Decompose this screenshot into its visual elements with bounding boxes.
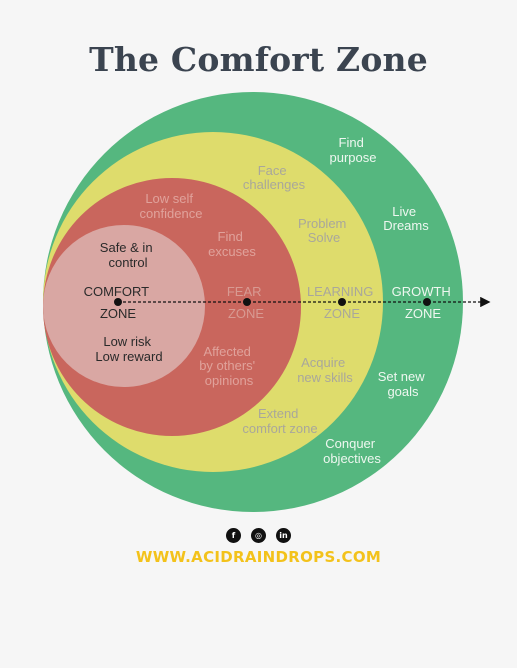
fear-item-opinions: Affected by others' opinions (199, 344, 259, 388)
growth-item-dreams: Live Dreams (383, 204, 429, 233)
growth-item-purpose: Find purpose (330, 135, 377, 165)
website-link[interactable]: WWW.ACIDRAINDROPS.COM (135, 548, 382, 566)
comfort-item-risk: Low risk Low reward (95, 334, 162, 364)
growth-item-goals: Set new goals (378, 369, 429, 399)
learning-item-skills: Acquire new skills (297, 355, 353, 385)
learning-item-problem: Problem Solve (298, 216, 350, 245)
comfort-zone-circle (43, 225, 205, 387)
page-title: The Comfort Zone (89, 40, 428, 79)
growth-zone-label: GROWTH ZONE (392, 284, 455, 321)
learning-zone-label: LEARNING ZONE (307, 284, 377, 321)
growth-item-objectives: Conquer objectives (323, 436, 381, 466)
social-links: f ◎ in (0, 528, 517, 543)
fear-zone-dot (243, 298, 251, 306)
instagram-icon[interactable]: ◎ (251, 528, 266, 543)
linkedin-icon[interactable]: in (276, 528, 291, 543)
comfort-item-safe: Safe & in control (100, 240, 156, 270)
growth-zone-dot (423, 298, 431, 306)
comfort-zone-label: COMFORT ZONE (84, 284, 153, 321)
facebook-icon[interactable]: f (226, 528, 241, 543)
fear-zone-label: FEAR ZONE (227, 284, 265, 321)
comfort-zone-dot (114, 298, 122, 306)
fear-item-confidence: Low self confidence (140, 191, 203, 221)
learning-item-challenges: Face challenges (243, 163, 306, 192)
fear-item-excuses: Find excuses (208, 229, 256, 259)
learning-zone-dot (338, 298, 346, 306)
learning-item-extend: Extend comfort zone (242, 406, 317, 436)
